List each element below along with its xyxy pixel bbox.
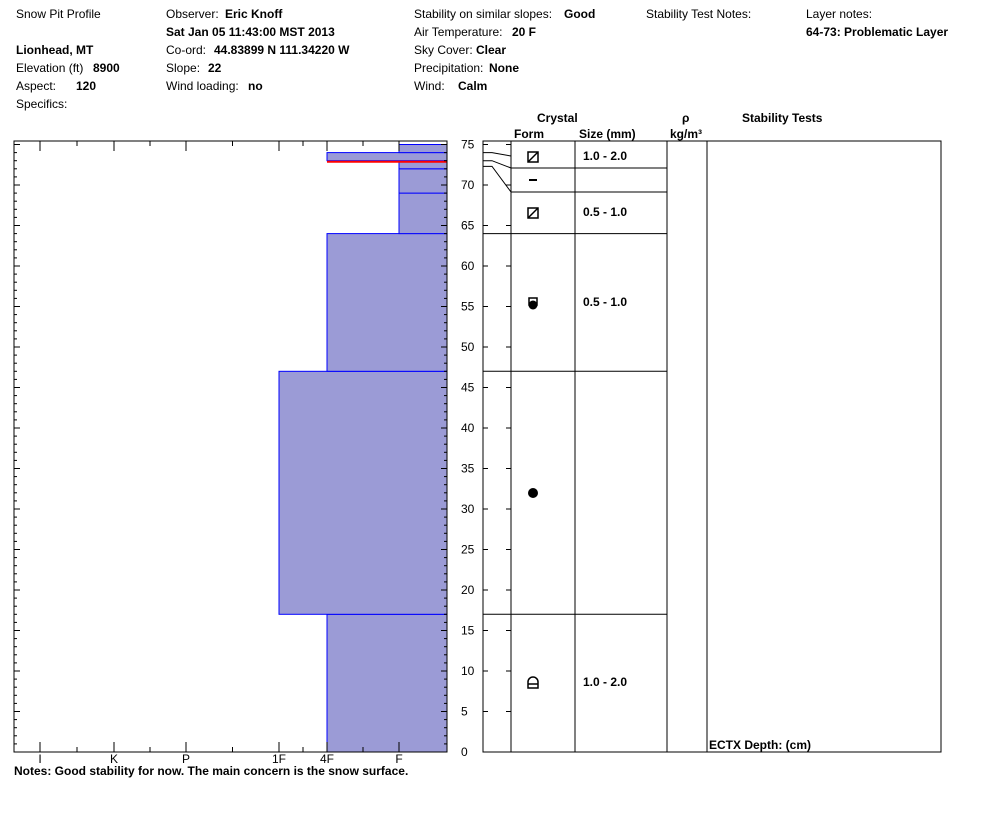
aspect-label: Aspect: <box>16 79 57 93</box>
slope-label: Slope: <box>166 61 201 75</box>
elevation-label: Elevation (ft) <box>16 61 84 75</box>
hardness-frame: I K P 1F 4F F 0 5 10 15 20 25 30 35 40 45 50 55 60 65 70 75 <box>13 138 475 766</box>
height-tick-label: 60 <box>461 259 475 273</box>
hardness-bar-2 <box>326 233 448 372</box>
datetime: Sat Jan 05 11:43:00 MST 2013 <box>166 25 335 39</box>
faceted-square <box>527 207 539 219</box>
height-tick-label: 15 <box>461 624 475 638</box>
wind-loading-label: Wind loading: <box>166 79 239 93</box>
height-tick-label: 10 <box>461 664 475 678</box>
sky-value: Clear <box>476 43 507 57</box>
rounded-dot <box>528 488 538 498</box>
hardness-bar-6 <box>326 152 448 162</box>
crystal-size-label: 1.0 - 2.0 <box>583 675 627 689</box>
observer-label: Observer: <box>166 7 219 21</box>
mixed-rounded-faceted-icon <box>528 297 538 310</box>
faceted-diagonal <box>527 151 539 163</box>
wind-loading-value: no <box>248 79 263 93</box>
crystal-table: 1.0 - 2.0 0.5 - 1.0 0.5 - 1.0 1.0 - 2.0 <box>482 140 942 753</box>
depth-hoar-icon <box>527 676 539 689</box>
faceted-icon <box>527 207 539 219</box>
height-tick-label: 40 <box>461 421 475 435</box>
aspect-value: 120 <box>76 79 97 93</box>
precip-label: Precipitation: <box>414 61 484 75</box>
faceted-square <box>527 151 539 163</box>
height-tick-label: 20 <box>461 583 475 597</box>
height-tick-label: 5 <box>461 705 468 719</box>
height-tick-label: 55 <box>461 300 475 314</box>
coord-value: 44.83899 N 111.34220 W <box>214 43 350 57</box>
hardness-tick-label: I <box>38 752 41 766</box>
layer-connector <box>483 165 512 193</box>
height-tick-label: 50 <box>461 340 475 354</box>
height-tick-label: 0 <box>461 745 468 759</box>
hardness-bar-4 <box>398 168 448 194</box>
form-header: Form <box>514 127 544 141</box>
rounded-icon <box>528 488 538 498</box>
observer-value: Eric Knoff <box>225 7 283 21</box>
layer-connector <box>483 152 512 157</box>
elevation-value: 8900 <box>93 61 120 75</box>
faceted-diagonal <box>527 207 539 219</box>
stability-tests-header: Stability Tests <box>742 111 823 125</box>
depth-hoar-arch <box>527 676 539 689</box>
air-temp-label: Air Temperature: <box>414 25 503 39</box>
hardness-bar-0 <box>326 613 448 753</box>
wind-value: Calm <box>458 79 488 93</box>
notes: Notes: Good stability for now. The main … <box>14 764 409 778</box>
stability-label: Stability on similar slopes: <box>414 7 553 21</box>
stability-value: Good <box>564 7 596 21</box>
hardness-tick-label: K <box>110 752 118 766</box>
layer-note: 64-73: Problematic Layer <box>806 25 949 39</box>
hardness-tick-label: F <box>395 752 402 766</box>
rho-header: ρ <box>682 111 690 125</box>
density-unit-header: kg/m³ <box>670 127 703 141</box>
height-tick-label: 35 <box>461 462 475 476</box>
coord-label: Co-ord: <box>166 43 207 57</box>
hardness-tick-label: 1F <box>272 752 286 766</box>
crystal-header: Crystal <box>537 111 578 125</box>
slope-value: 22 <box>208 61 222 75</box>
hardness-bar-1 <box>278 370 448 615</box>
stability-notes-label: Stability Test Notes: <box>646 7 752 21</box>
height-tick-label: 30 <box>461 502 475 516</box>
mixed-dot <box>528 300 538 310</box>
layer-notes-label: Layer notes: <box>806 7 873 21</box>
crystal-size-label: 0.5 - 1.0 <box>583 295 627 309</box>
location: Lionhead, MT <box>16 43 94 57</box>
height-tick-label: 45 <box>461 381 475 395</box>
faceted-icon <box>527 151 539 163</box>
specifics-label: Specifics: <box>16 97 68 111</box>
precip-value: None <box>489 61 519 75</box>
crystal-size-label: 1.0 - 2.0 <box>583 149 627 163</box>
hardness-bars <box>278 144 448 753</box>
hardness-bar-7 <box>398 144 448 154</box>
hardness-tick-label: 4F <box>320 752 334 766</box>
height-tick-label: 65 <box>461 219 475 233</box>
height-tick-label: 25 <box>461 543 475 557</box>
hardness-bar-3 <box>398 192 448 235</box>
height-tick-label: 70 <box>461 178 475 192</box>
size-header: Size (mm) <box>579 127 636 141</box>
air-temp-value: 20 F <box>512 25 537 39</box>
hardness-tick-label: P <box>182 752 190 766</box>
ectx-label: ECTX Depth: (cm) <box>709 738 811 752</box>
hardness-plot-frame <box>13 140 448 753</box>
crystal-size-label: 0.5 - 1.0 <box>583 205 627 219</box>
page-title: Snow Pit Profile <box>16 7 101 21</box>
sky-label: Sky Cover: <box>414 43 473 57</box>
layer-connector <box>483 160 512 169</box>
wind-label: Wind: <box>414 79 445 93</box>
height-tick-label: 75 <box>461 138 475 152</box>
crystal-table-frame <box>482 140 942 753</box>
